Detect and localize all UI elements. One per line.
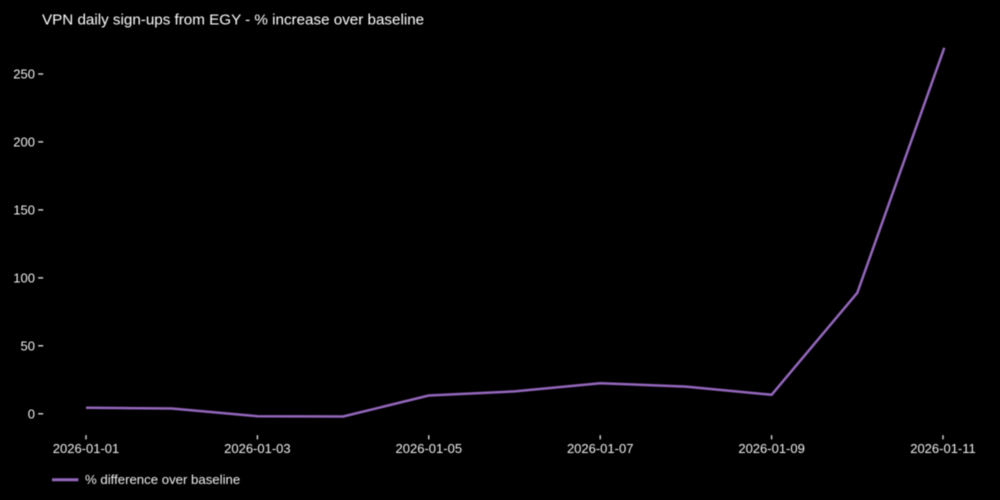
svg-text:2026-01-07: 2026-01-07: [567, 441, 634, 456]
svg-text:% difference over baseline: % difference over baseline: [85, 472, 240, 487]
svg-text:150: 150: [13, 203, 35, 218]
svg-text:2026-01-09: 2026-01-09: [738, 441, 805, 456]
svg-text:2026-01-11: 2026-01-11: [910, 441, 976, 456]
svg-text:2026-01-03: 2026-01-03: [224, 441, 291, 456]
svg-text:100: 100: [13, 271, 35, 286]
svg-text:VPN daily sign-ups from EGY -: VPN daily sign-ups from EGY - % increase…: [42, 12, 424, 29]
svg-text:250: 250: [13, 67, 35, 82]
svg-text:2026-01-01: 2026-01-01: [53, 441, 120, 456]
svg-text:0: 0: [28, 406, 35, 421]
svg-text:200: 200: [13, 135, 35, 150]
svg-text:2026-01-05: 2026-01-05: [396, 441, 463, 456]
svg-text:50: 50: [21, 338, 35, 353]
